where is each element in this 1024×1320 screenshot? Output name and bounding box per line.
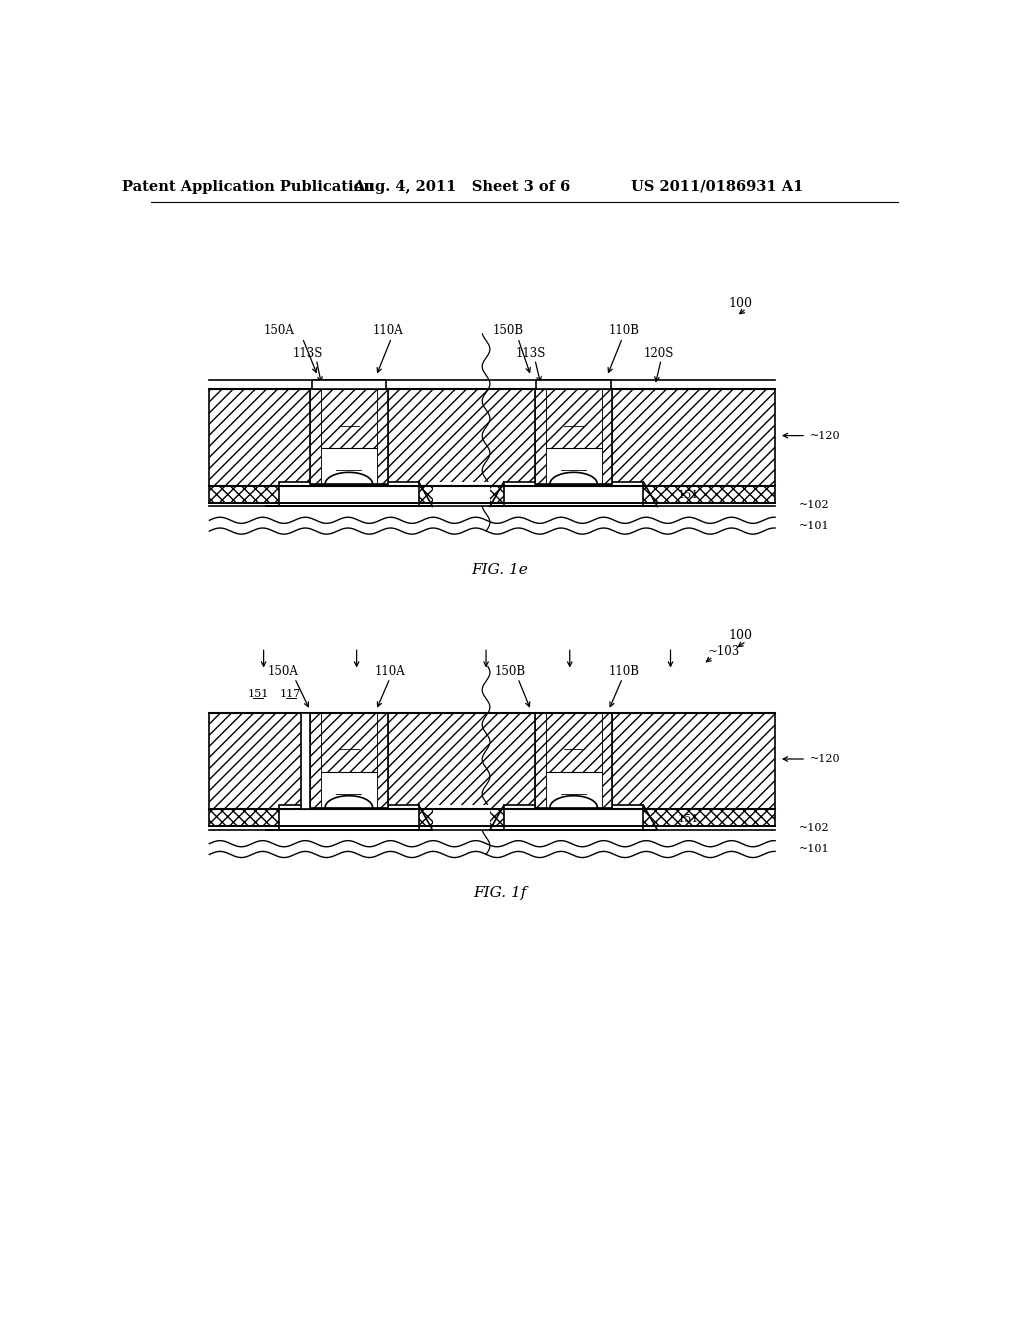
Bar <box>546 389 601 447</box>
Text: Aug. 4, 2011   Sheet 3 of 6: Aug. 4, 2011 Sheet 3 of 6 <box>352 180 570 194</box>
Polygon shape <box>265 482 432 507</box>
Bar <box>535 713 612 808</box>
Text: 150A: 150A <box>267 665 298 678</box>
Text: 110B: 110B <box>608 665 640 678</box>
Text: 102A: 102A <box>334 813 364 824</box>
Text: FIG. 1e: FIG. 1e <box>472 562 528 577</box>
Text: ~102: ~102 <box>799 824 829 833</box>
Text: 156: 156 <box>323 490 344 499</box>
Bar <box>601 713 612 808</box>
Bar <box>311 380 386 389</box>
Text: 151: 151 <box>451 490 472 500</box>
Bar <box>537 380 611 389</box>
Polygon shape <box>489 482 657 507</box>
Text: 150B: 150B <box>493 323 523 337</box>
Bar <box>546 771 601 808</box>
Bar <box>209 809 775 826</box>
Text: ~103: ~103 <box>708 644 740 657</box>
Text: 112A: 112A <box>560 785 588 795</box>
Bar <box>377 389 388 484</box>
Bar <box>310 713 388 808</box>
Bar <box>321 389 377 447</box>
Text: 151: 151 <box>678 813 699 824</box>
Text: ~101: ~101 <box>799 843 829 854</box>
Text: ~102: ~102 <box>799 500 829 510</box>
Bar <box>209 486 775 503</box>
Bar <box>432 805 489 830</box>
Text: FIG. 1f: FIG. 1f <box>473 886 526 900</box>
Text: 100: 100 <box>728 297 753 310</box>
Text: 112A: 112A <box>560 462 588 471</box>
Bar <box>209 389 775 486</box>
Bar <box>432 482 489 507</box>
Text: ~120: ~120 <box>810 430 841 441</box>
Text: 110B: 110B <box>608 323 640 337</box>
Bar <box>310 713 321 808</box>
Bar <box>310 389 388 484</box>
Text: 113S: 113S <box>516 347 546 360</box>
Text: 150A: 150A <box>264 323 295 337</box>
Text: 120S: 120S <box>644 347 674 360</box>
Text: 110T: 110T <box>560 741 587 750</box>
Bar <box>546 713 601 771</box>
Polygon shape <box>489 805 657 830</box>
Text: 110T: 110T <box>336 741 362 750</box>
Bar <box>377 713 388 808</box>
Text: ~120: ~120 <box>810 754 841 764</box>
Bar <box>535 389 612 484</box>
Text: 100: 100 <box>728 630 753 643</box>
Text: 113: 113 <box>563 417 584 426</box>
Text: 112A: 112A <box>335 462 362 471</box>
Text: 156: 156 <box>323 813 344 822</box>
Text: US 2011/0186931 A1: US 2011/0186931 A1 <box>631 180 803 194</box>
Bar <box>546 447 601 484</box>
Text: 151: 151 <box>248 689 269 698</box>
Bar <box>535 713 546 808</box>
Bar <box>310 389 321 484</box>
Text: 117: 117 <box>281 689 301 698</box>
Text: 102B: 102B <box>559 813 589 824</box>
Polygon shape <box>265 805 432 830</box>
Text: 102B: 102B <box>559 490 589 500</box>
Text: 112A: 112A <box>335 785 362 795</box>
Bar <box>535 389 546 484</box>
Text: 151: 151 <box>451 813 472 824</box>
Text: 113S: 113S <box>293 347 323 360</box>
Bar <box>601 389 612 484</box>
Text: 102A: 102A <box>334 490 364 500</box>
Text: 150B: 150B <box>495 665 525 678</box>
Text: ~101: ~101 <box>799 520 829 531</box>
Bar <box>209 713 775 809</box>
Bar <box>301 713 310 809</box>
Text: 151: 151 <box>678 490 699 500</box>
Text: 110A: 110A <box>375 665 406 678</box>
Bar <box>321 447 377 484</box>
Text: 113: 113 <box>339 417 358 426</box>
Text: 110A: 110A <box>373 323 403 337</box>
Bar <box>321 771 377 808</box>
Text: Patent Application Publication: Patent Application Publication <box>122 180 374 194</box>
Bar <box>321 713 377 771</box>
